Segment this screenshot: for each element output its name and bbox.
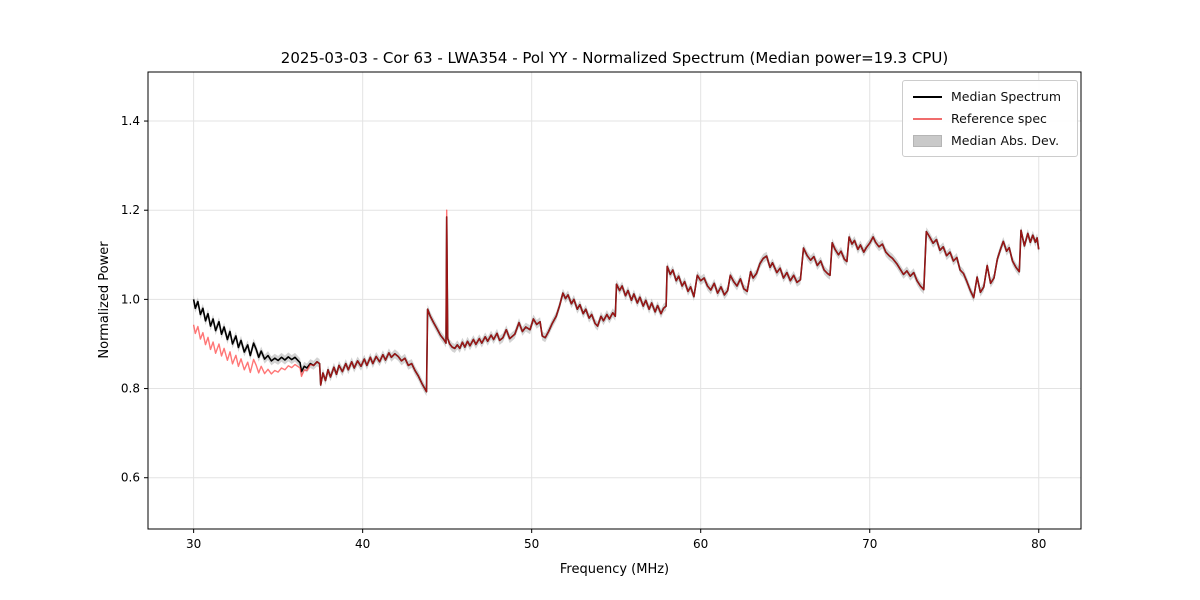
y-axis-label: Normalized Power	[97, 241, 112, 359]
y-tick-label: 0.8	[121, 382, 140, 396]
median-spectrum-line-swatch	[913, 95, 942, 98]
mad-band-swatch	[913, 134, 942, 147]
x-tick-label: 80	[1031, 537, 1046, 551]
reference-spec-line	[192, 209, 1040, 393]
legend: Median Spectrum Reference spec Median Ab…	[902, 80, 1078, 157]
reference-spec-line-swatch	[913, 117, 942, 120]
y-tick-label: 1.2	[121, 203, 140, 217]
x-tick-label: 50	[524, 537, 539, 551]
x-tick-label: 60	[693, 537, 708, 551]
x-axis-label: Frequency (MHz)	[559, 562, 670, 577]
legend-label: Median Spectrum	[951, 89, 1062, 104]
y-tick-label: 0.6	[121, 471, 140, 485]
legend-label: Reference spec	[951, 111, 1047, 126]
plot-border	[147, 71, 1082, 530]
x-tick-label: 70	[862, 537, 877, 551]
x-tick-label: 30	[186, 537, 201, 551]
legend-label: Median Abs. Dev.	[951, 133, 1060, 148]
legend-entry-median-spectrum: Median Spectrum	[913, 88, 1067, 105]
chart-title: 2025-03-03 - Cor 63 - LWA354 - Pol YY - …	[280, 49, 949, 67]
legend-entry-median-abs-dev: Median Abs. Dev.	[913, 132, 1067, 149]
y-tick-label: 1.4	[121, 114, 140, 128]
x-tick-label: 40	[355, 537, 370, 551]
legend-entry-reference-spec: Reference spec	[913, 110, 1067, 127]
y-tick-label: 1.0	[121, 292, 140, 306]
